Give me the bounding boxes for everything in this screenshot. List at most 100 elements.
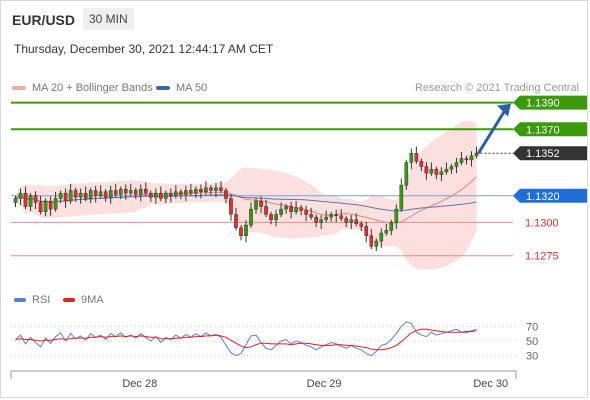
candle-body-89 (459, 158, 464, 163)
level-label-2: 1.1352 (526, 148, 560, 160)
candle-body-25 (138, 188, 143, 195)
candle-body-43 (229, 198, 233, 215)
candle-body-16 (93, 190, 98, 197)
candle-body-80 (414, 153, 419, 162)
symbol-label: EUR/USD (12, 12, 76, 28)
candle-body-73 (379, 232, 384, 242)
candle-body-37 (199, 188, 203, 193)
rsi-series-1 (15, 328, 477, 351)
candle-body-67 (349, 219, 354, 223)
candle-body-11 (68, 190, 73, 202)
legend-ma50: MA 50 (156, 82, 207, 94)
ma50-line (15, 194, 477, 212)
x-tick-label-2: Dec 30 (473, 378, 508, 390)
candle-body-23 (128, 190, 133, 194)
legend-bollinger: MA 20 + Bollinger Bands (12, 82, 153, 94)
candle-body-68 (354, 219, 359, 224)
level-label-5: 1.1275 (525, 251, 559, 263)
candle-body-79 (409, 153, 414, 163)
candle-body-2 (23, 192, 28, 207)
candle-body-54 (284, 206, 288, 210)
candle-body-82 (424, 166, 429, 174)
x-tick-label-1: Dec 29 (307, 378, 342, 390)
bollinger-swatch (12, 86, 26, 90)
candle-body-69 (359, 223, 364, 227)
candle-body-20 (113, 190, 118, 195)
candle-body-15 (88, 190, 93, 199)
credit-text: Research © 2021 Trading Central (414, 82, 579, 94)
candle-body-77 (399, 184, 404, 210)
candle-body-36 (194, 188, 198, 194)
candle-body-48 (254, 200, 258, 210)
candle-body-9 (58, 192, 63, 199)
candle-body-58 (304, 210, 308, 215)
rsi-tick-1: 50 (526, 336, 538, 348)
bollinger-band (15, 120, 477, 270)
candle-body-85 (439, 171, 444, 175)
candle-body-71 (369, 235, 374, 247)
candle-body-51 (269, 214, 273, 220)
candle-body-34 (184, 190, 188, 195)
candle-body-92 (474, 153, 479, 157)
rsi-ma-swatch (63, 298, 75, 302)
candle-body-57 (299, 207, 303, 211)
ma50-label: MA 50 (176, 82, 208, 94)
rsi-series-0 (15, 321, 477, 357)
candle-body-49 (259, 200, 263, 207)
candle-body-59 (309, 214, 313, 218)
candle-body-4 (33, 195, 38, 203)
forecast-arrow-shaft (477, 107, 508, 155)
candle-body-52 (274, 214, 278, 220)
candle-body-41 (219, 187, 223, 191)
candle-body-42 (224, 190, 228, 199)
level-label-3: 1.1320 (526, 191, 560, 203)
candle-body-5 (38, 202, 43, 212)
candle-body-6 (43, 200, 48, 212)
rsi-tick-2: 30 (526, 351, 538, 363)
candle-body-53 (279, 208, 283, 215)
candle-body-74 (384, 230, 389, 234)
candle-body-28 (154, 192, 158, 198)
candle-body-7 (48, 200, 53, 210)
candle-body-35 (189, 190, 193, 194)
candle-body-91 (469, 155, 474, 161)
candle-body-30 (164, 192, 168, 199)
candle-body-3 (28, 195, 33, 207)
candle-body-8 (53, 198, 58, 210)
level-badge-0: 1.1390 (513, 95, 587, 110)
level-badge-3: 1.1320 (513, 188, 587, 203)
candle-body-21 (118, 188, 123, 195)
candle-body-29 (159, 192, 163, 199)
level-badge-shape-3 (513, 188, 587, 203)
x-tick-label-0: Dec 28 (122, 378, 157, 390)
candle-body-55 (289, 206, 293, 212)
candle-body-33 (179, 191, 183, 195)
candle-body-1 (18, 192, 23, 199)
candle-body-32 (174, 191, 178, 197)
candle-body-38 (204, 187, 208, 193)
rsi-label: RSI (32, 294, 51, 306)
candle-body-45 (239, 227, 243, 236)
level-badge-1: 1.1370 (513, 122, 587, 137)
interval-badge[interactable]: 30 MIN (83, 8, 134, 30)
legend-rsi: RSI (14, 294, 50, 306)
candle-body-14 (83, 192, 88, 199)
candle-body-90 (464, 158, 469, 161)
rsi-tick-0: 70 (526, 321, 538, 333)
candle-body-24 (133, 190, 138, 195)
candle-body-81 (419, 161, 424, 167)
candle-body-62 (324, 216, 328, 220)
candle-body-27 (148, 192, 153, 198)
candle-body-56 (294, 207, 298, 212)
candle-body-0 (13, 198, 18, 203)
level-badge-2: 1.1352 (513, 146, 587, 161)
candle-body-44 (234, 214, 238, 228)
chart-datetime: Thursday, December 30, 2021 12:44:17 AM … (14, 42, 274, 56)
candle-body-72 (374, 240, 379, 247)
legend-rsi-ma: 9MA (63, 294, 104, 306)
candle-body-13 (78, 192, 83, 198)
level-badge-shape-2 (513, 146, 587, 161)
candle-body-12 (73, 190, 78, 198)
